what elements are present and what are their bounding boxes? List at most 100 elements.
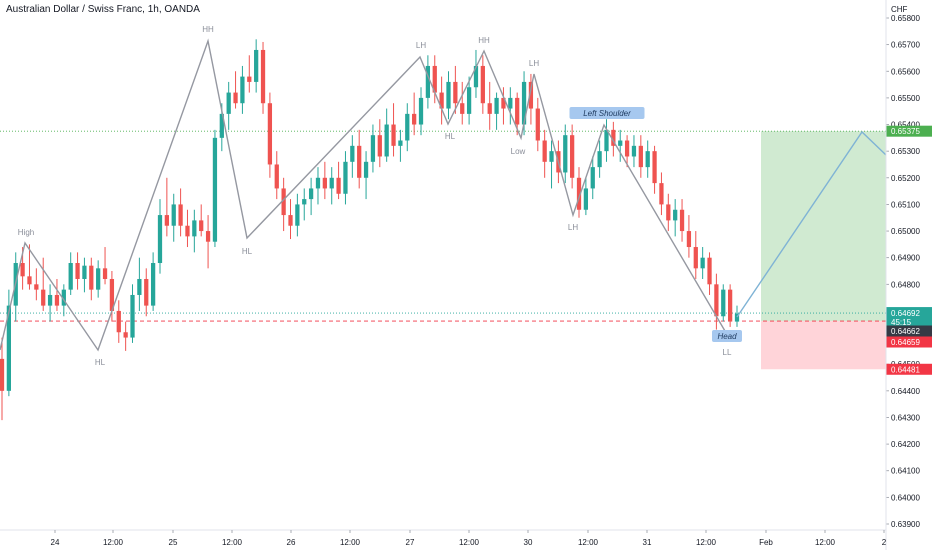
candle-body [673, 209, 678, 221]
candle-body [391, 124, 396, 146]
candle-body [254, 49, 259, 82]
entry-price-tag: 0.64662 [891, 327, 920, 336]
y-tick-label: 0.64300 [891, 413, 920, 422]
candle-body [82, 265, 87, 279]
candle-body [185, 225, 190, 237]
candle-body [707, 257, 712, 285]
candle-body [425, 65, 431, 98]
candle-body [363, 161, 369, 178]
candle-body [199, 220, 204, 232]
candle-body [47, 294, 53, 306]
candle-body [75, 263, 80, 279]
x-tick-label: Feb [759, 538, 773, 547]
time-axis-bg [0, 530, 886, 550]
y-tick-label: 0.65000 [891, 227, 920, 236]
candle-body [89, 265, 94, 290]
y-tick-label: 0.65600 [891, 67, 920, 76]
candle-body [130, 294, 135, 338]
candle-body [384, 124, 389, 157]
candle-body [150, 263, 156, 306]
x-tick-label: 31 [643, 538, 652, 547]
stop-price-tag: 0.64481 [891, 365, 920, 374]
pattern-label: High [18, 228, 34, 237]
pattern-badge [712, 330, 742, 342]
x-tick-label: 12:00 [340, 538, 361, 547]
candle-body [178, 204, 183, 226]
candle-body [734, 313, 740, 322]
candle-body [27, 276, 32, 285]
pattern-label: LL [723, 348, 732, 357]
candle-body [164, 215, 169, 226]
candle-body [466, 87, 472, 114]
candle-body [102, 268, 108, 279]
pattern-label: LH [529, 59, 539, 68]
pattern-zigzag [0, 38, 726, 352]
candle-body [116, 310, 121, 333]
candle-body [412, 113, 417, 125]
candle-body [597, 151, 602, 168]
last-price-tag: 0.64692 [891, 309, 920, 318]
candle-body [350, 145, 355, 162]
candle-body [432, 65, 437, 93]
candle-body [96, 268, 101, 290]
y-tick-label: 0.64100 [891, 467, 920, 476]
candle-body [515, 97, 520, 125]
candle-body [20, 263, 25, 277]
candle-body [302, 199, 307, 205]
y-tick-label: 0.65500 [891, 94, 920, 103]
y-tick-label: 0.65700 [891, 41, 920, 50]
candle-body [631, 145, 637, 157]
y-tick-label: 0.63900 [891, 520, 920, 529]
candle-body [721, 289, 726, 317]
candle-body [618, 140, 623, 146]
candle-body [240, 76, 245, 104]
loss-zone [761, 321, 886, 370]
x-tick-label: 12:00 [815, 538, 836, 547]
pattern-badge [569, 107, 645, 119]
candle-body [446, 81, 451, 109]
candle-body [219, 113, 224, 138]
candle-body [109, 278, 115, 311]
candle-body [460, 103, 465, 114]
pattern-label: HH [478, 36, 490, 45]
candle-body [494, 97, 499, 114]
candle-body [260, 49, 266, 104]
y-tick-label: 0.65400 [891, 121, 920, 130]
y-tick-label: 0.65800 [891, 14, 920, 23]
candle-body [611, 129, 616, 146]
candle-body [247, 76, 252, 82]
x-tick-label: 27 [406, 538, 415, 547]
candle-body [679, 209, 685, 232]
candle-body [157, 215, 163, 264]
candle-body [563, 135, 568, 173]
candle-body [473, 65, 479, 88]
candle-body [171, 204, 176, 226]
candle-body [68, 263, 73, 290]
candle-body [714, 284, 719, 317]
candle-body [590, 167, 595, 189]
candle-body [144, 278, 149, 306]
candle-body [542, 140, 547, 162]
candle-body [308, 188, 314, 200]
profit-zone [761, 131, 886, 322]
candle-body [728, 289, 733, 322]
candle-body [377, 135, 382, 157]
y-tick-label: 0.64400 [891, 387, 920, 396]
stop-price-tag-bg [886, 363, 932, 375]
candle-body [501, 97, 506, 109]
candle-body [549, 151, 554, 162]
candle-body [41, 289, 46, 306]
bid-price-tag-bg [886, 336, 932, 348]
candle-body [453, 81, 458, 104]
candle-body [233, 92, 238, 104]
candle-body [570, 135, 575, 178]
candle-body [336, 177, 341, 194]
candle-body [54, 294, 60, 306]
candle-body [659, 183, 664, 205]
candle-body [357, 145, 362, 178]
pattern-label: HH [202, 25, 214, 34]
candle-body [6, 305, 11, 391]
candle-body [638, 145, 643, 168]
